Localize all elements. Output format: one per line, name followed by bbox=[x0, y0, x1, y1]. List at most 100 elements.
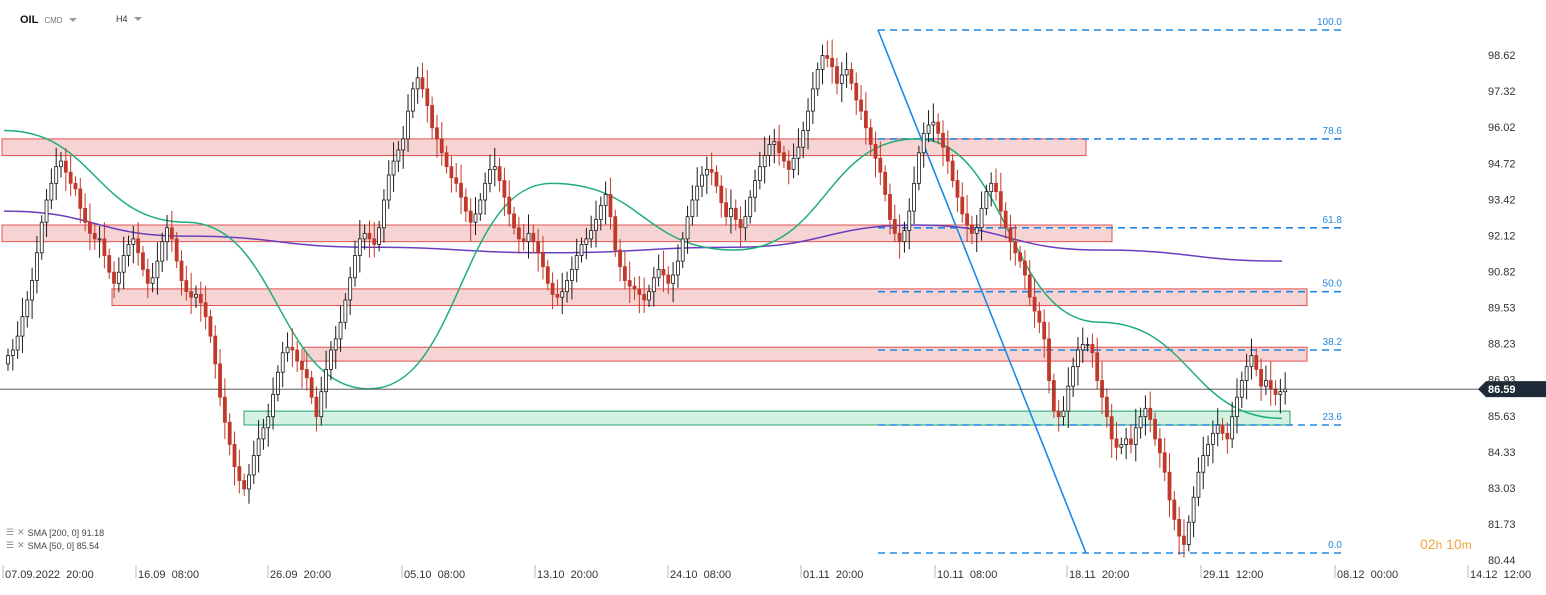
candle-bear bbox=[782, 152, 786, 162]
candle-bear bbox=[998, 191, 1003, 212]
candle-bear bbox=[786, 160, 791, 170]
candle-bear bbox=[68, 171, 73, 184]
candle-bear bbox=[107, 255, 112, 273]
candle-bear bbox=[1273, 388, 1278, 395]
candle-bull bbox=[569, 269, 574, 281]
close-icon[interactable]: ✕ bbox=[17, 527, 25, 537]
candle-bear bbox=[613, 216, 618, 251]
timeframe-label: H4 bbox=[116, 14, 128, 24]
candle-bear bbox=[169, 227, 174, 240]
candle-bear bbox=[849, 69, 854, 84]
candle-bear bbox=[1037, 310, 1042, 323]
candle-bear bbox=[1167, 471, 1172, 501]
candle-bull bbox=[1278, 391, 1283, 395]
candle-bull bbox=[271, 394, 275, 418]
candle-bull bbox=[839, 74, 844, 84]
candle-bear bbox=[661, 269, 666, 276]
candle-bear bbox=[555, 294, 560, 298]
indicator-label: SMA [50, 0] 85.54 bbox=[27, 540, 100, 551]
candle-bear bbox=[435, 127, 439, 140]
y-tick-label: 89.53 bbox=[1488, 303, 1516, 315]
candle-timer: 02h 10m bbox=[1420, 536, 1472, 552]
candle-bull bbox=[801, 130, 806, 148]
candle-bull bbox=[1244, 366, 1249, 381]
candle-bear bbox=[439, 138, 444, 154]
candle-bull bbox=[362, 232, 367, 240]
sma-layer bbox=[3, 129, 1283, 420]
candle-bear bbox=[444, 152, 449, 168]
candle-bull bbox=[478, 199, 483, 215]
resistance-zone bbox=[303, 346, 1308, 362]
x-tick-label: 29.11 12:00 bbox=[1203, 569, 1263, 581]
candle-bear bbox=[1220, 424, 1225, 434]
candle-bull bbox=[15, 335, 20, 351]
symbol-label: OIL bbox=[20, 14, 39, 26]
support-zone bbox=[243, 410, 1291, 426]
candle-bear bbox=[88, 221, 92, 234]
candle-bull bbox=[1071, 366, 1076, 387]
indicator-sma50[interactable]: ☰ ✕ SMA [50, 0] 85.54 bbox=[6, 540, 99, 551]
candle-bull bbox=[391, 160, 396, 176]
candle-bull bbox=[912, 182, 916, 212]
candle-bull bbox=[10, 349, 15, 356]
candle-bull bbox=[1133, 427, 1138, 445]
candle-bull bbox=[907, 210, 912, 231]
candle-bear bbox=[1018, 252, 1023, 262]
candle-bear bbox=[184, 280, 189, 293]
fib-level-label: 78.6 bbox=[1323, 126, 1343, 137]
chevron-down-icon bbox=[133, 17, 142, 21]
candle-bear bbox=[897, 232, 902, 243]
candle-bull bbox=[690, 199, 695, 218]
y-tick-label: 98.62 bbox=[1488, 50, 1516, 62]
close-icon[interactable]: ✕ bbox=[17, 540, 25, 550]
candle-bear bbox=[1095, 352, 1100, 381]
candle-bull bbox=[396, 149, 401, 162]
candle-bear bbox=[642, 294, 647, 301]
candle-bull bbox=[30, 280, 34, 301]
candle-bull bbox=[97, 238, 102, 241]
candle-bull bbox=[762, 155, 767, 168]
candle-bull bbox=[35, 252, 39, 281]
candle-bull bbox=[931, 121, 936, 126]
candle-bull bbox=[44, 199, 49, 223]
candle-bear bbox=[859, 99, 863, 112]
candle-bull bbox=[247, 474, 251, 490]
settings-icon[interactable]: ☰ bbox=[6, 540, 15, 550]
candle-bull bbox=[757, 166, 762, 181]
symbol-selector[interactable]: OIL CMD bbox=[20, 14, 77, 26]
resistance-zone bbox=[1, 138, 1087, 157]
candle-bull bbox=[386, 174, 391, 201]
candle-bull bbox=[1230, 416, 1235, 440]
candle-bear bbox=[835, 66, 839, 84]
candle-bull bbox=[565, 280, 569, 293]
settings-icon[interactable]: ☰ bbox=[6, 527, 15, 537]
indicator-sma200[interactable]: ☰ ✕ SMA [200, 0] 91.18 bbox=[6, 527, 104, 538]
candle-bear bbox=[295, 349, 300, 362]
timeframe-selector[interactable]: H4 bbox=[116, 14, 142, 24]
fib-level-label: 38.2 bbox=[1323, 337, 1343, 348]
x-tick-label: 10.11 08:00 bbox=[937, 569, 997, 581]
candle-bull bbox=[743, 216, 748, 229]
candle-bear bbox=[970, 224, 974, 234]
candle-bear bbox=[878, 157, 883, 173]
candle-bear bbox=[666, 274, 671, 284]
candle-bull bbox=[382, 199, 386, 229]
candle-bear bbox=[637, 288, 642, 295]
candle-bull bbox=[729, 207, 733, 218]
candle-bear bbox=[63, 160, 68, 173]
candle-bull bbox=[1201, 455, 1206, 473]
indicator-label: SMA [200, 0] 91.18 bbox=[27, 527, 105, 538]
candle-bull bbox=[820, 55, 825, 70]
candle-bear bbox=[92, 232, 97, 240]
candle-bear bbox=[502, 180, 507, 198]
candle-bear bbox=[73, 182, 78, 190]
instrument-type-label: CMD bbox=[44, 15, 63, 25]
candle-bear bbox=[618, 249, 622, 268]
x-tick-label: 08.12 00:00 bbox=[1337, 569, 1398, 581]
candle-bull bbox=[324, 369, 328, 393]
candle-bull bbox=[647, 291, 651, 301]
candle-bear bbox=[1254, 355, 1259, 370]
candle-bear bbox=[430, 105, 435, 129]
candle-bear bbox=[1268, 380, 1273, 390]
